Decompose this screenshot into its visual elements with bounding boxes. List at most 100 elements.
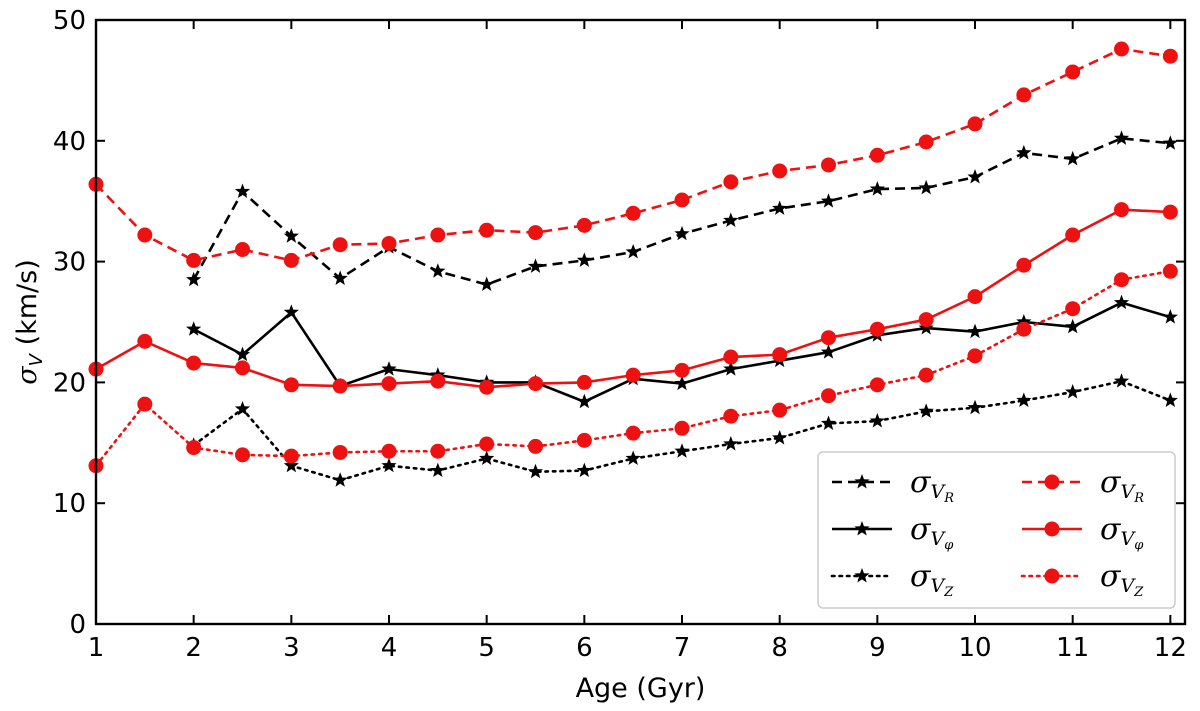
data-point xyxy=(918,403,934,418)
legend-subscript: V xyxy=(1120,481,1136,503)
data-point xyxy=(1114,202,1130,218)
legend-symbol: σ xyxy=(910,512,932,547)
data-point xyxy=(625,450,641,465)
series-line-4 xyxy=(95,208,1171,389)
data-point xyxy=(820,193,837,208)
series-3 xyxy=(88,41,1178,268)
data-point xyxy=(430,263,446,278)
data-point xyxy=(869,377,885,393)
x-tick-label: 6 xyxy=(576,633,593,663)
data-point xyxy=(1113,373,1130,388)
data-point xyxy=(576,462,592,478)
data-point xyxy=(430,373,446,389)
legend-subsubscript: φ xyxy=(1134,538,1144,553)
data-point xyxy=(332,444,348,460)
legend-marker xyxy=(1044,474,1060,490)
legend-entry-0: σVR xyxy=(832,465,954,506)
data-point xyxy=(625,425,641,441)
data-point xyxy=(967,323,983,339)
data-point xyxy=(918,134,934,150)
legend-entry-5: σVZ xyxy=(1020,559,1144,600)
y-axis-label: σV (km/s) xyxy=(12,259,47,385)
data-point xyxy=(625,367,641,383)
data-point xyxy=(820,344,837,359)
data-point xyxy=(381,376,397,392)
legend-marker xyxy=(854,521,870,536)
legend-subsubscript: R xyxy=(943,491,954,506)
data-point xyxy=(869,413,885,428)
data-point xyxy=(234,400,251,416)
data-point xyxy=(186,355,202,371)
data-point xyxy=(723,408,739,424)
data-point xyxy=(723,212,739,227)
series-5 xyxy=(88,263,1178,474)
data-point xyxy=(772,200,788,215)
data-point xyxy=(576,217,592,233)
data-point xyxy=(576,252,592,267)
data-point xyxy=(528,438,544,454)
data-point xyxy=(674,362,690,378)
data-point xyxy=(576,393,592,409)
data-point xyxy=(234,346,251,362)
data-point xyxy=(723,436,739,451)
legend-label: σVR xyxy=(910,465,954,506)
x-tick-label: 5 xyxy=(478,633,495,663)
legend-entry-4: σVφ xyxy=(1022,512,1144,553)
data-point xyxy=(283,448,299,464)
data-point xyxy=(283,228,299,243)
legend-subsubscript: R xyxy=(1133,491,1144,506)
data-point xyxy=(625,205,641,221)
y-tick-label: 40 xyxy=(53,127,86,157)
data-point xyxy=(137,396,153,412)
data-point xyxy=(479,379,495,395)
data-point xyxy=(332,270,348,285)
y-tick-label: 30 xyxy=(53,248,86,278)
y-axis-label-symbol: σ xyxy=(12,365,43,385)
data-point xyxy=(1162,204,1178,220)
data-point xyxy=(381,457,397,473)
data-point xyxy=(1065,64,1081,80)
data-point xyxy=(674,192,690,208)
data-point xyxy=(1065,384,1081,399)
x-tick-label: 11 xyxy=(1056,633,1089,663)
data-point xyxy=(430,462,446,478)
x-tick-label: 8 xyxy=(771,633,788,663)
data-point xyxy=(1016,257,1032,273)
data-point xyxy=(576,432,592,448)
data-point xyxy=(1065,318,1081,334)
data-point xyxy=(918,367,934,383)
series-layer xyxy=(88,41,1178,487)
data-point xyxy=(479,450,495,465)
data-point xyxy=(674,375,690,391)
data-point xyxy=(235,242,251,258)
data-point xyxy=(1114,41,1130,57)
data-point xyxy=(772,163,788,179)
data-point xyxy=(967,289,983,305)
data-point xyxy=(186,271,202,287)
data-point xyxy=(1162,309,1178,324)
data-point xyxy=(918,312,934,328)
data-point xyxy=(186,440,202,456)
data-point xyxy=(674,420,690,436)
data-point xyxy=(967,169,983,184)
data-point xyxy=(918,179,934,195)
x-tick-label: 9 xyxy=(869,633,886,663)
data-point xyxy=(235,447,251,463)
data-point xyxy=(479,436,495,452)
x-tick-label: 12 xyxy=(1154,633,1187,663)
y-tick-label: 10 xyxy=(53,489,86,519)
data-point xyxy=(1162,263,1178,279)
data-point xyxy=(1016,392,1032,407)
x-tick-label: 3 xyxy=(283,633,300,663)
data-point xyxy=(332,378,348,394)
legend-entry-2: σVZ xyxy=(830,559,954,600)
plot-frame xyxy=(94,18,1187,626)
legend-label: σVφ xyxy=(1100,512,1144,553)
x-tick-label: 2 xyxy=(185,633,202,663)
data-point xyxy=(479,222,495,238)
x-tick-label: 7 xyxy=(674,633,691,663)
data-point xyxy=(1016,314,1032,329)
